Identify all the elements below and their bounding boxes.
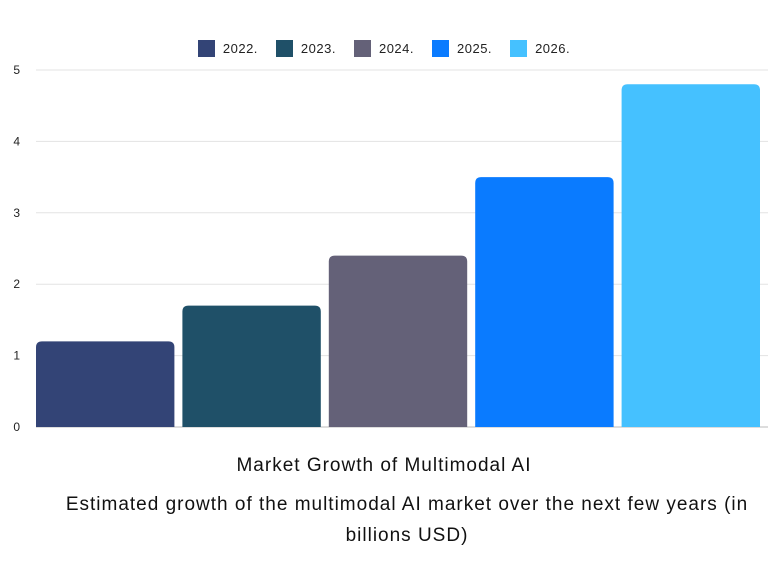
legend-item: 2026. — [510, 40, 570, 57]
y-axis-ticks: 0 1 2 3 4 5 — [13, 63, 20, 434]
legend-item: 2022. — [197, 40, 258, 57]
legend-swatch — [510, 40, 528, 57]
y-tick-label: 2 — [13, 277, 20, 291]
legend-item: 2023. — [275, 40, 336, 57]
y-tick-label: 5 — [13, 63, 20, 77]
legend-label: 2022. — [222, 41, 258, 56]
legend-swatch — [432, 40, 450, 57]
bar-2024 — [328, 255, 468, 427]
legend-swatch — [275, 40, 293, 57]
legend-item: 2024. — [353, 40, 415, 57]
legend-item: 2025. — [432, 40, 492, 57]
chart-title: Market Growth of Multimodal AI — [236, 455, 532, 476]
legend-swatch — [353, 40, 371, 57]
legend-swatch — [197, 40, 215, 57]
legend-label: 2023. — [300, 41, 336, 56]
bar-2022 — [36, 341, 175, 427]
legend-label: 2025. — [457, 41, 493, 56]
legend-label: 2026. — [535, 41, 571, 56]
bars — [36, 84, 760, 427]
legend: 2022. 2023. 2024. 2025. 2026. — [0, 40, 768, 57]
chart-subtitle: Estimated growth of the multimodal AI ma… — [65, 494, 749, 546]
bar-2025 — [475, 177, 614, 427]
y-tick-label: 4 — [13, 134, 20, 148]
y-tick-label: 3 — [13, 206, 20, 220]
bar-2023 — [182, 305, 321, 427]
legend-label: 2024. — [378, 41, 415, 56]
bar-chart: 0 1 2 3 4 5 — [13, 63, 768, 434]
y-tick-label: 0 — [13, 420, 20, 434]
bar-2026 — [621, 84, 760, 427]
y-tick-label: 1 — [13, 349, 20, 363]
